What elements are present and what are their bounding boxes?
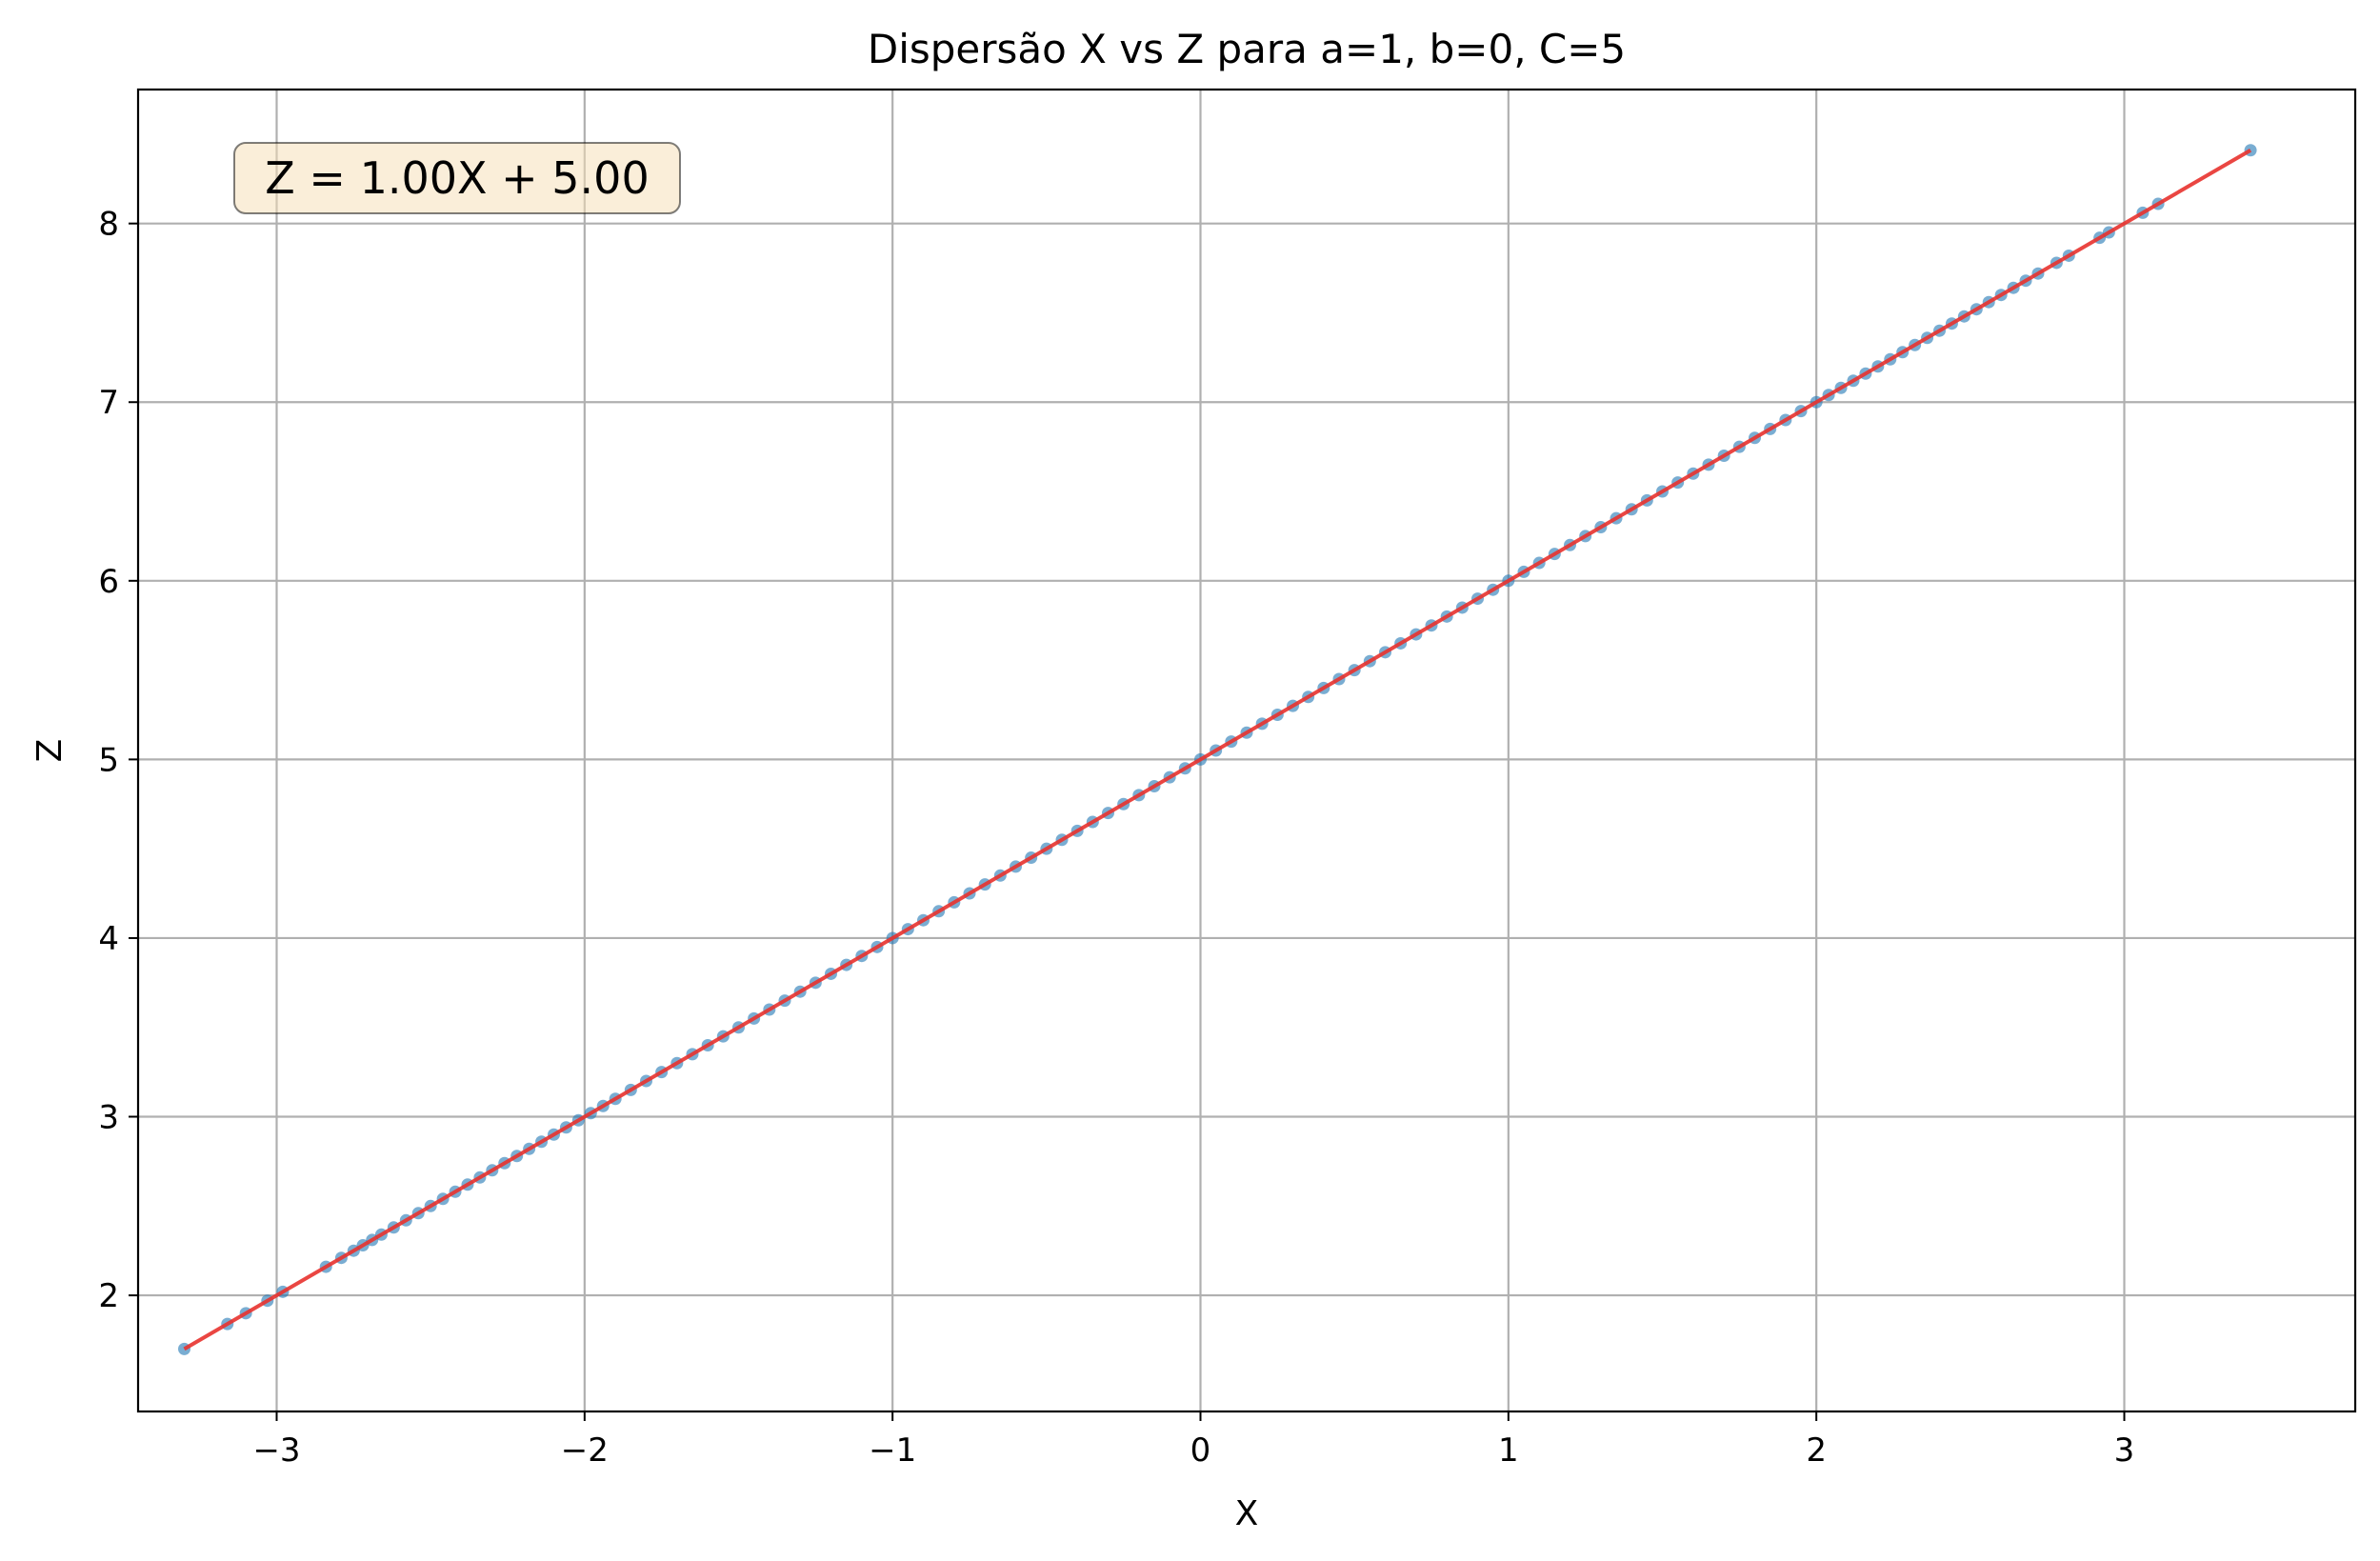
x-tick-label: 2 bbox=[1806, 1431, 1827, 1470]
x-tick-label: 0 bbox=[1190, 1431, 1211, 1470]
y-tick-label: 6 bbox=[98, 563, 119, 601]
plot-frame bbox=[136, 88, 2357, 1413]
x-tick-label: −1 bbox=[869, 1431, 916, 1470]
x-tick-label: −2 bbox=[561, 1431, 609, 1470]
x-tick-label: −3 bbox=[252, 1431, 300, 1470]
y-tick-label: 3 bbox=[98, 1099, 119, 1137]
equation-annotation: Z = 1.00X + 5.00 bbox=[233, 142, 681, 214]
y-tick-label: 4 bbox=[98, 920, 119, 958]
y-tick-label: 2 bbox=[98, 1277, 119, 1315]
y-tick-label: 7 bbox=[98, 384, 119, 422]
y-tick-label: 5 bbox=[98, 741, 119, 779]
y-tick-label: 8 bbox=[98, 206, 119, 244]
chart-title: Dispersão X vs Z para a=1, b=0, C=5 bbox=[868, 26, 1626, 72]
equation-box bbox=[233, 142, 681, 214]
y-axis-label: Z bbox=[30, 739, 70, 763]
fit-line-group bbox=[183, 149, 2252, 1351]
x-tick-label: 1 bbox=[1498, 1431, 1519, 1470]
grid bbox=[138, 90, 2355, 1411]
fit-line bbox=[183, 149, 2252, 1351]
x-tick-label: 3 bbox=[2114, 1431, 2135, 1470]
axis-ticks: −3 −2 −1 0 1 2 3 2 3 4 5 6 7 8 bbox=[98, 206, 2134, 1470]
equation-text: Z = 1.00X + 5.00 bbox=[265, 152, 649, 204]
x-axis-label: X bbox=[1235, 1494, 1259, 1533]
